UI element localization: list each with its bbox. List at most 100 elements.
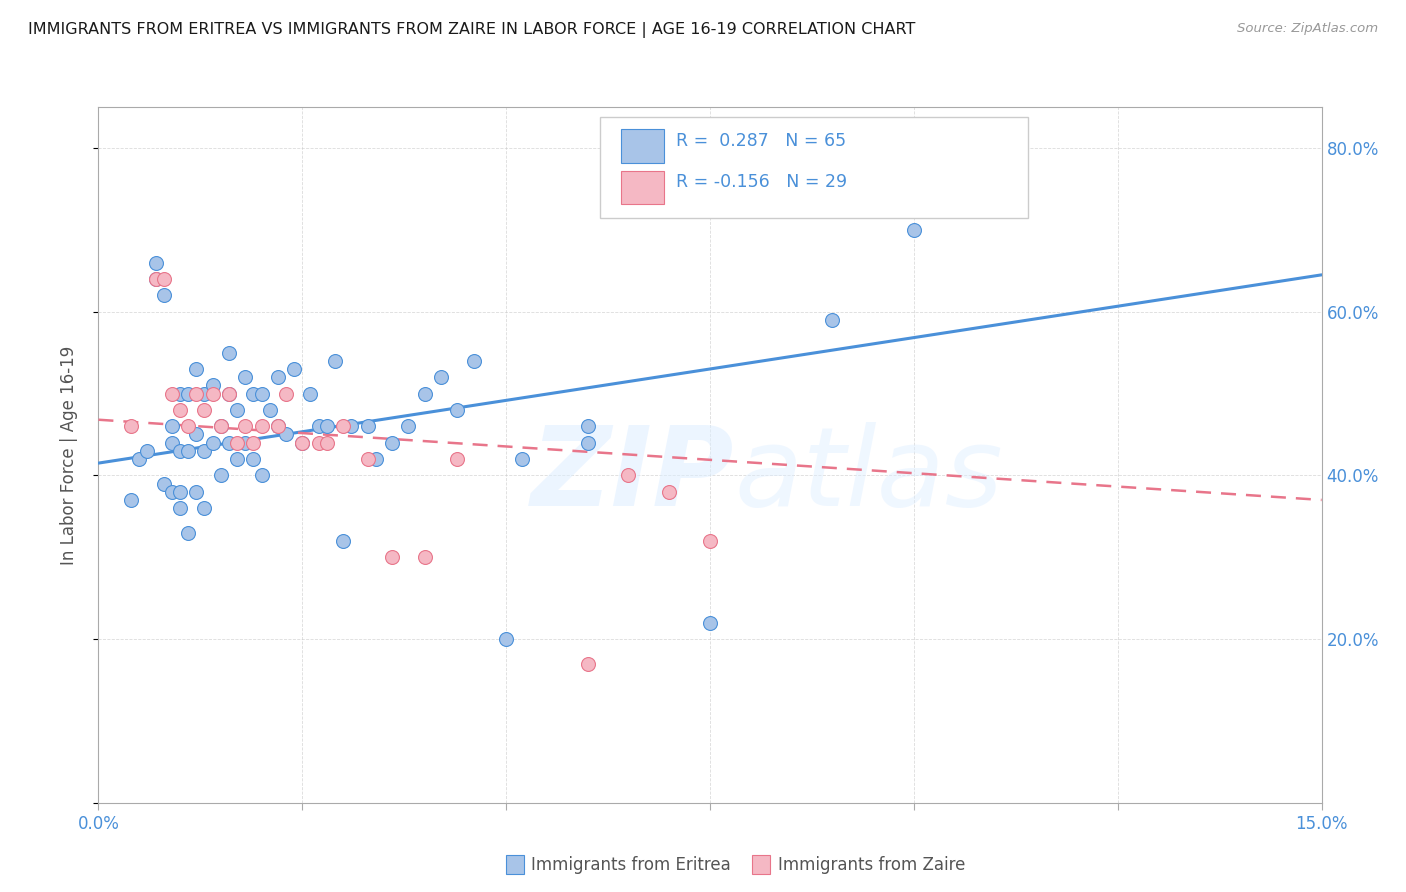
Point — [364, 452, 387, 467]
Point — [242, 452, 264, 467]
Text: atlas: atlas — [734, 422, 1002, 529]
Point — [242, 435, 264, 450]
Point — [186, 362, 208, 376]
Text: Source: ZipAtlas.com: Source: ZipAtlas.com — [1237, 22, 1378, 36]
Point — [120, 419, 142, 434]
Point — [903, 223, 925, 237]
Point — [209, 419, 232, 434]
Point — [226, 435, 249, 450]
Point — [446, 403, 468, 417]
Point — [233, 435, 256, 450]
Point — [699, 533, 721, 548]
Point — [152, 476, 174, 491]
Point — [160, 419, 183, 434]
Point — [250, 386, 273, 401]
Text: IMMIGRANTS FROM ERITREA VS IMMIGRANTS FROM ZAIRE IN LABOR FORCE | AGE 16-19 CORR: IMMIGRANTS FROM ERITREA VS IMMIGRANTS FR… — [28, 22, 915, 38]
Point — [218, 435, 240, 450]
Point — [152, 272, 174, 286]
Point — [177, 386, 200, 401]
Point — [267, 419, 290, 434]
Point — [128, 452, 150, 467]
Point — [193, 403, 215, 417]
Point — [169, 403, 191, 417]
Point — [356, 419, 378, 434]
Point — [267, 419, 290, 434]
Point — [233, 419, 256, 434]
Point — [145, 255, 167, 269]
Point — [315, 435, 337, 450]
Point — [446, 452, 468, 467]
Point — [169, 443, 191, 458]
Point — [201, 435, 224, 450]
Point — [576, 657, 599, 671]
Point — [463, 353, 485, 368]
Text: Immigrants from Eritrea: Immigrants from Eritrea — [531, 856, 731, 874]
Point — [495, 632, 517, 646]
Point — [381, 435, 404, 450]
Point — [430, 370, 453, 384]
Point — [332, 533, 354, 548]
Text: R =  0.287   N = 65: R = 0.287 N = 65 — [676, 132, 846, 150]
Point — [576, 419, 599, 434]
Point — [218, 386, 240, 401]
Point — [308, 435, 330, 450]
Point — [250, 419, 273, 434]
Point — [218, 345, 240, 359]
Point — [145, 272, 167, 286]
Text: ZIP: ZIP — [531, 422, 734, 529]
Point — [658, 484, 681, 499]
Point — [413, 550, 436, 565]
Point — [308, 419, 330, 434]
Text: Immigrants from Zaire: Immigrants from Zaire — [778, 856, 965, 874]
Point — [267, 370, 290, 384]
Point — [120, 492, 142, 507]
Point — [381, 550, 404, 565]
Point — [283, 362, 305, 376]
FancyBboxPatch shape — [600, 118, 1028, 219]
Point — [233, 370, 256, 384]
Point — [136, 443, 159, 458]
Point — [201, 386, 224, 401]
Point — [218, 386, 240, 401]
Point — [169, 484, 191, 499]
Point — [617, 468, 640, 483]
Point — [332, 419, 354, 434]
Point — [186, 386, 208, 401]
Point — [291, 435, 314, 450]
Point — [193, 386, 215, 401]
Point — [145, 272, 167, 286]
Point — [177, 443, 200, 458]
Point — [250, 468, 273, 483]
Point — [160, 484, 183, 499]
Point — [512, 452, 534, 467]
Point — [193, 501, 215, 516]
Point — [209, 419, 232, 434]
Point — [699, 615, 721, 630]
Text: R = -0.156   N = 29: R = -0.156 N = 29 — [676, 173, 846, 191]
Point — [209, 468, 232, 483]
Point — [186, 484, 208, 499]
Point — [177, 419, 200, 434]
Point — [259, 403, 281, 417]
Point — [226, 452, 249, 467]
Point — [274, 427, 297, 442]
Point — [242, 386, 264, 401]
Point — [576, 435, 599, 450]
Point — [177, 525, 200, 540]
Point — [169, 386, 191, 401]
Point — [160, 386, 183, 401]
Bar — [620, 171, 664, 204]
Point — [169, 501, 191, 516]
Point — [396, 419, 419, 434]
Point — [193, 443, 215, 458]
Point — [291, 435, 314, 450]
Point — [274, 386, 297, 401]
Point — [356, 452, 378, 467]
Bar — [620, 129, 664, 162]
Point — [821, 313, 844, 327]
Point — [160, 435, 183, 450]
Point — [226, 403, 249, 417]
Y-axis label: In Labor Force | Age 16-19: In Labor Force | Age 16-19 — [59, 345, 77, 565]
Point — [201, 378, 224, 392]
Point — [413, 386, 436, 401]
